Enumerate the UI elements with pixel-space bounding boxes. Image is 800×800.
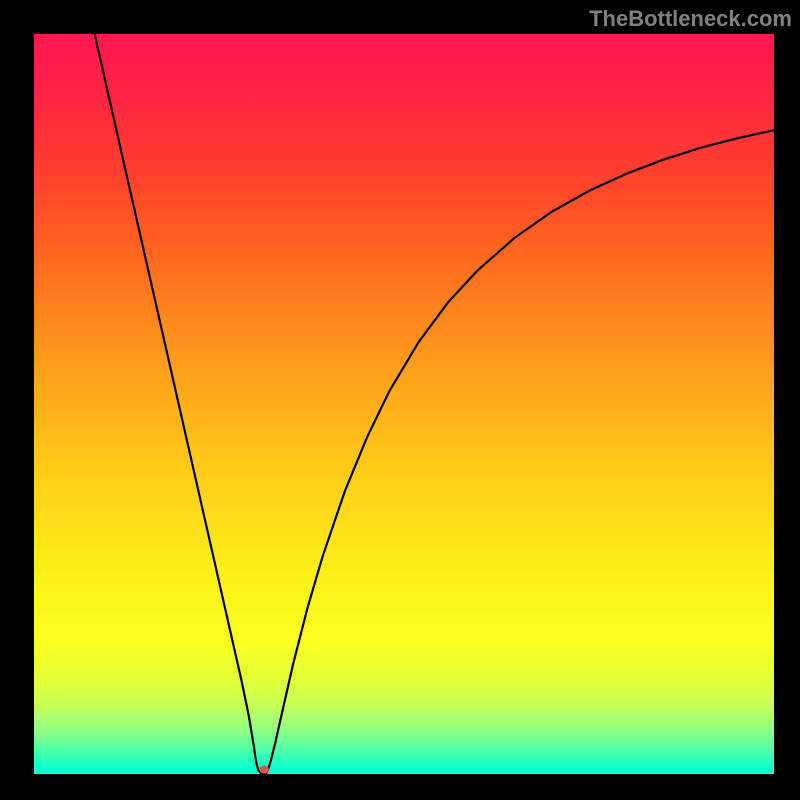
frame-left xyxy=(0,0,34,800)
frame-bottom xyxy=(0,774,800,800)
optimal-point-marker xyxy=(259,765,269,773)
frame-right xyxy=(774,0,800,800)
bottleneck-chart xyxy=(34,34,774,774)
watermark-source: TheBottleneck.com xyxy=(589,6,792,32)
chart-svg xyxy=(34,34,774,774)
